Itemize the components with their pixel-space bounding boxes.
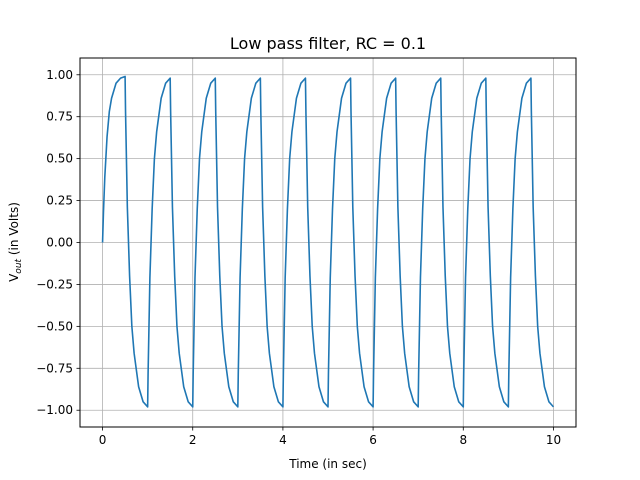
- y-tick-label: −0.75: [36, 361, 73, 375]
- x-tick-label: 4: [279, 433, 287, 447]
- x-tick-label: 8: [459, 433, 467, 447]
- x-tick-label: 10: [546, 433, 561, 447]
- y-axis-label: Vout (in Volts): [7, 202, 24, 282]
- y-tick-label: 0.75: [46, 110, 73, 124]
- chart-title: Low pass filter, RC = 0.1: [230, 34, 426, 53]
- y-tick-label: 0.50: [46, 152, 73, 166]
- y-tick-label: 1.00: [46, 68, 73, 82]
- y-axis-label-subscript: out: [14, 258, 24, 273]
- y-axis-ticks: −1.00 −0.75 −0.50 −0.25 0.00 0.25 0.50 0.75 1.00: [36, 68, 80, 417]
- y-tick-label: −0.50: [36, 319, 73, 333]
- y-tick-label: −1.00: [36, 403, 73, 417]
- x-tick-label: 2: [189, 433, 197, 447]
- grid-lines: [80, 58, 576, 427]
- x-axis-ticks: 0 2 4 6 8 10: [99, 427, 561, 447]
- y-tick-label: −0.25: [36, 277, 73, 291]
- x-tick-label: 0: [99, 433, 107, 447]
- series-line: [101, 75, 555, 408]
- x-axis-label: Time (in sec): [288, 457, 367, 471]
- y-tick-label: 0.00: [46, 236, 73, 250]
- y-tick-label: 0.25: [46, 194, 73, 208]
- y-axis-label-rest: (in Volts): [7, 202, 21, 259]
- series-layer: [101, 75, 555, 408]
- x-tick-label: 6: [369, 433, 377, 447]
- y-axis-label-main: V: [7, 273, 21, 282]
